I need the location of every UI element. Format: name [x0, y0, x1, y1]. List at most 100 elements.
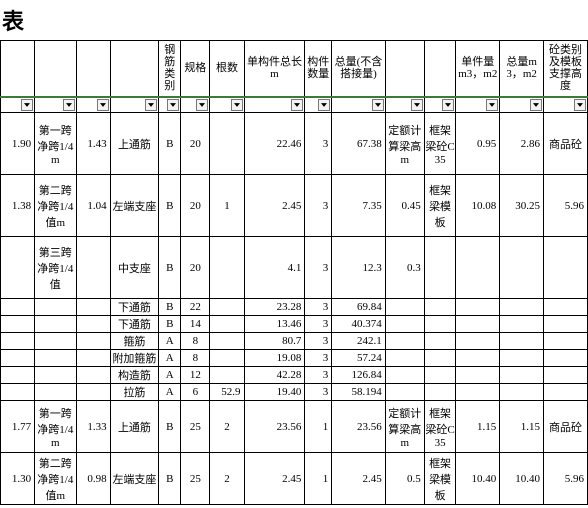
table-row: 1.30第二跨净跨1/4值m0.98左端支座B2522.4512.450.5框架…	[1, 453, 588, 505]
table-cell: B	[159, 175, 181, 237]
filter-dropdown-icon[interactable]	[442, 99, 454, 111]
table-cell: 20	[181, 237, 210, 299]
filter-dropdown-icon[interactable]	[21, 99, 33, 111]
filter-cell	[332, 97, 386, 113]
table-cell	[500, 316, 544, 333]
table-cell: 1.15	[456, 401, 500, 453]
table-cell: 定额计算梁高m	[385, 401, 424, 453]
table-filter-row	[1, 97, 588, 113]
table-cell: 14	[181, 316, 210, 333]
table-cell: 8	[181, 333, 210, 350]
filter-dropdown-icon[interactable]	[145, 99, 157, 111]
table-cell	[500, 333, 544, 350]
table-cell	[210, 350, 244, 367]
col-header-label	[425, 66, 456, 70]
table-cell: 3	[305, 316, 332, 333]
col-header-label	[35, 66, 75, 70]
filter-dropdown-icon[interactable]	[318, 99, 330, 111]
table-cell: A	[159, 333, 181, 350]
table-cell: 1.15	[500, 401, 544, 453]
filter-cell	[181, 97, 210, 113]
table-cell	[544, 350, 588, 367]
table-cell: 12.3	[332, 237, 386, 299]
table-cell: 1.33	[76, 401, 110, 453]
table-cell: B	[159, 113, 181, 175]
table-cell: 左端支座	[110, 175, 159, 237]
table-cell: 69.84	[332, 299, 386, 316]
col-header-label	[111, 66, 159, 70]
table-cell: 商品砼	[544, 113, 588, 175]
table-cell: 0.45	[385, 175, 424, 237]
table-cell: 22.46	[244, 113, 305, 175]
table-cell	[385, 384, 424, 401]
table-cell: 126.84	[332, 367, 386, 384]
col-header-label: 总量(不含搭接量)	[332, 54, 385, 82]
table-cell	[210, 113, 244, 175]
table-cell: A	[159, 350, 181, 367]
table-cell: 10.08	[456, 175, 500, 237]
table-cell: 2	[210, 453, 244, 505]
table-cell: 6	[181, 384, 210, 401]
filter-cell	[244, 97, 305, 113]
col-header-label	[77, 66, 110, 70]
table-cell: B	[159, 401, 181, 453]
table-cell	[1, 237, 35, 299]
table-cell: 左端支座	[110, 453, 159, 505]
filter-dropdown-icon[interactable]	[63, 99, 75, 111]
table-cell	[544, 299, 588, 316]
col-header: 根数	[210, 41, 244, 97]
col-header	[424, 41, 456, 97]
table-cell: 0.95	[456, 113, 500, 175]
table-cell: 1.77	[1, 401, 35, 453]
filter-dropdown-icon[interactable]	[97, 99, 109, 111]
table-cell	[456, 367, 500, 384]
table-cell: 57.24	[332, 350, 386, 367]
filter-cell	[456, 97, 500, 113]
filter-dropdown-icon[interactable]	[411, 99, 423, 111]
filter-cell	[210, 97, 244, 113]
filter-dropdown-icon[interactable]	[196, 99, 208, 111]
filter-dropdown-icon[interactable]	[486, 99, 498, 111]
table-cell	[424, 299, 456, 316]
table-cell	[210, 237, 244, 299]
table-row: 下通筋B1413.46340.374	[1, 316, 588, 333]
col-header: 单构件总长m	[244, 41, 305, 97]
filter-dropdown-icon[interactable]	[574, 99, 586, 111]
filter-dropdown-icon[interactable]	[291, 99, 303, 111]
table-cell: 下通筋	[110, 316, 159, 333]
filter-dropdown-icon[interactable]	[231, 99, 243, 111]
table-cell	[456, 316, 500, 333]
table-cell	[35, 299, 76, 316]
table-cell: 25	[181, 453, 210, 505]
table-cell: 2	[210, 401, 244, 453]
table-cell: 3	[305, 367, 332, 384]
table-cell: 1.30	[1, 453, 35, 505]
col-header	[76, 41, 110, 97]
table-cell: 10.40	[456, 453, 500, 505]
table-cell	[544, 367, 588, 384]
table-cell: 20	[181, 113, 210, 175]
table-cell: B	[159, 453, 181, 505]
table-cell	[1, 384, 35, 401]
table-cell	[424, 237, 456, 299]
table-cell: 0.3	[385, 237, 424, 299]
table-row: 构造筋A1242.283126.84	[1, 367, 588, 384]
filter-dropdown-icon[interactable]	[167, 99, 179, 111]
table-cell: 中支座	[110, 237, 159, 299]
col-header-label: 单构件总长m	[245, 54, 305, 82]
table-cell: 80.7	[244, 333, 305, 350]
filter-dropdown-icon[interactable]	[530, 99, 542, 111]
table-cell: 40.374	[332, 316, 386, 333]
col-header	[385, 41, 424, 97]
table-cell	[456, 384, 500, 401]
table-cell	[500, 384, 544, 401]
table-cell: 58.194	[332, 384, 386, 401]
table-cell: 下通筋	[110, 299, 159, 316]
table-cell: 20	[181, 175, 210, 237]
table-cell	[210, 333, 244, 350]
filter-cell	[1, 97, 35, 113]
col-header-label	[386, 66, 424, 70]
table-cell: 构造筋	[110, 367, 159, 384]
filter-dropdown-icon[interactable]	[372, 99, 384, 111]
col-header: 单件量m3，m2	[456, 41, 500, 97]
